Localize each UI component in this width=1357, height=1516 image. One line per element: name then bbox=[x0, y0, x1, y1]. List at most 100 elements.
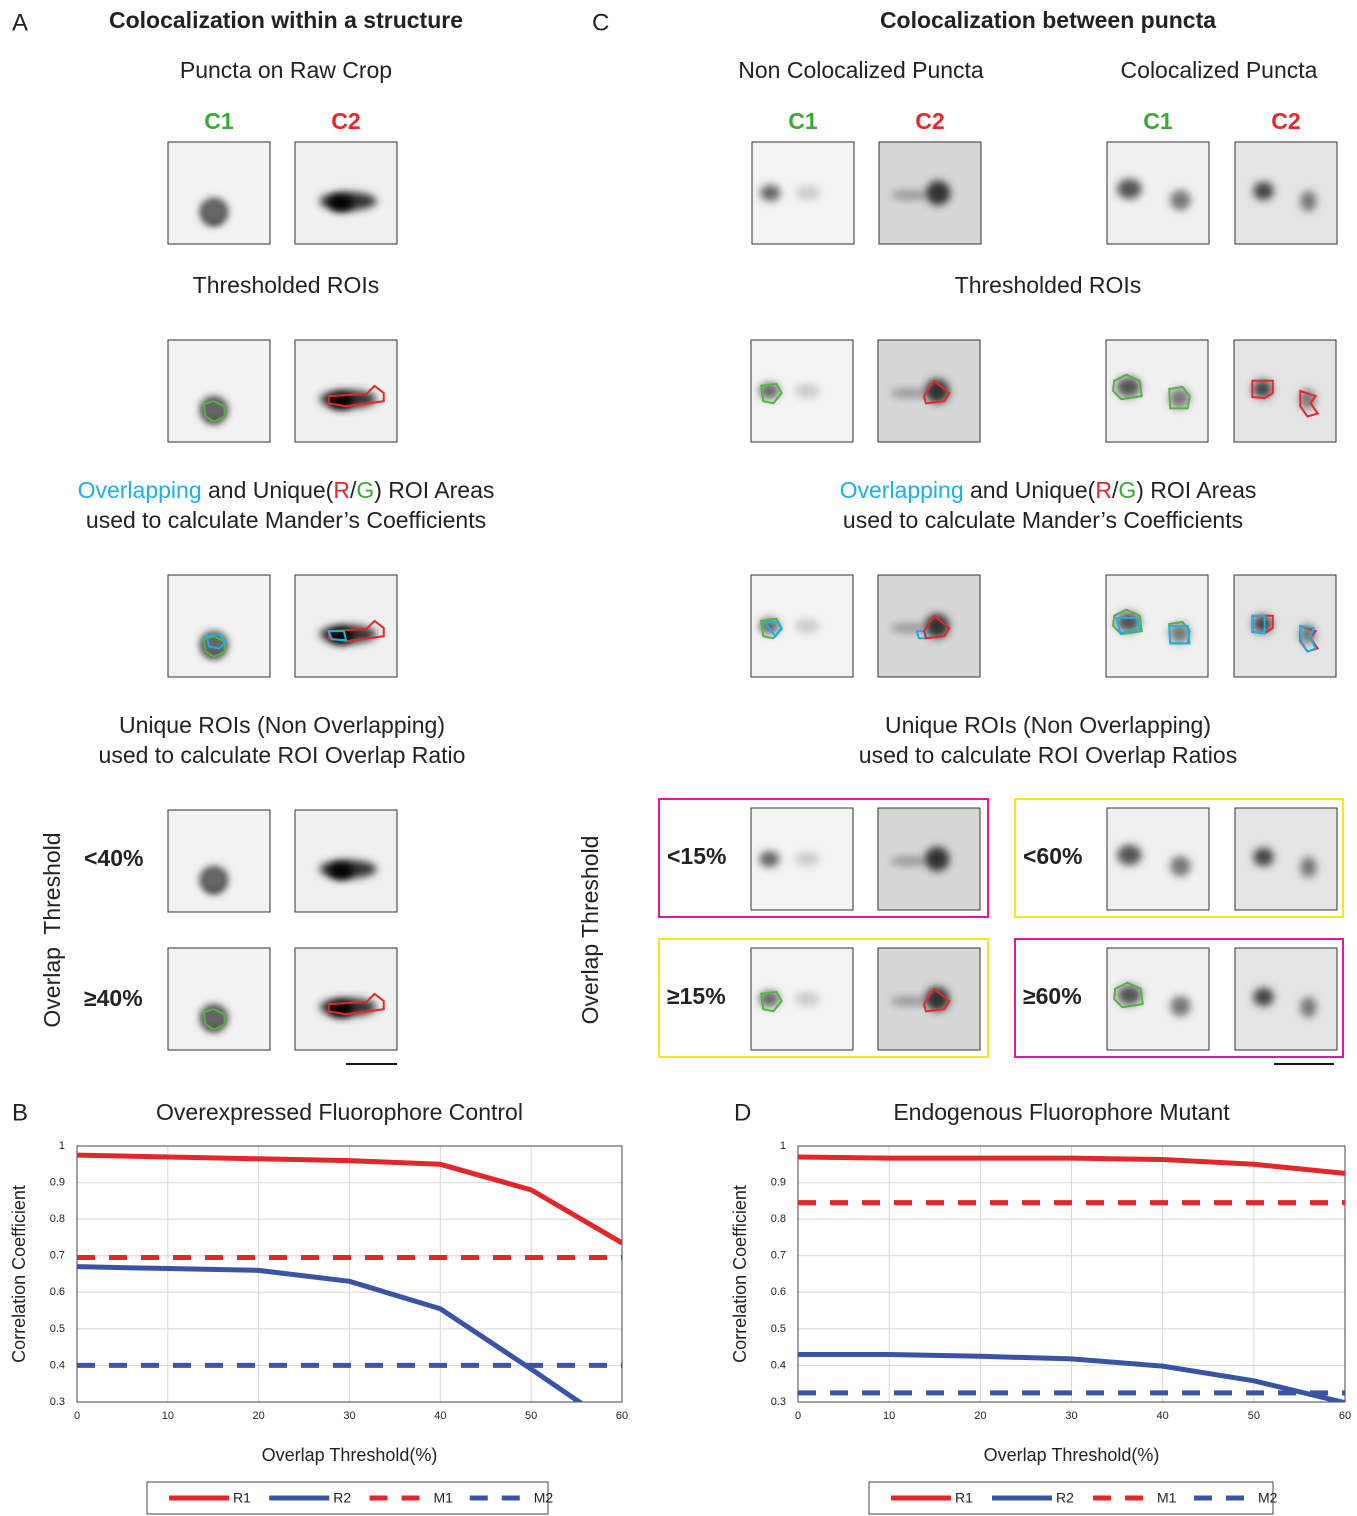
figure: A Colocalization within a structure Punc… bbox=[0, 0, 1357, 1516]
heading: Unique ROIs (Non Overlapping) bbox=[885, 712, 1211, 738]
image-tile bbox=[1106, 340, 1208, 442]
tile-content bbox=[168, 142, 270, 244]
punctum bbox=[795, 992, 819, 1006]
image-tile bbox=[295, 340, 397, 442]
y-axis-label: Correlation Coefficient bbox=[730, 1185, 750, 1363]
tile-bg bbox=[168, 948, 270, 1050]
image-tile bbox=[295, 810, 397, 912]
punctum bbox=[1300, 857, 1316, 877]
tile-content bbox=[295, 340, 397, 442]
x-tick-label: 50 bbox=[525, 1410, 537, 1422]
punctum bbox=[1300, 191, 1316, 211]
punctum bbox=[1117, 179, 1141, 199]
punctum bbox=[200, 198, 229, 225]
punctum bbox=[795, 852, 819, 866]
legend-label: R1 bbox=[955, 1490, 973, 1506]
y-tick-label: 0.8 bbox=[771, 1213, 786, 1225]
axis-label: Overlap Threshold bbox=[577, 836, 603, 1025]
image-tile bbox=[1107, 948, 1209, 1050]
tile-content bbox=[752, 142, 854, 244]
x-tick-label: 20 bbox=[253, 1410, 265, 1422]
punctum bbox=[1253, 988, 1273, 1006]
x-tick-label: 40 bbox=[434, 1410, 446, 1422]
tile-content bbox=[295, 810, 397, 912]
y-tick-label: 0.6 bbox=[50, 1286, 65, 1298]
legend-label: R2 bbox=[333, 1490, 351, 1506]
punctum bbox=[1300, 997, 1316, 1017]
tile-bg bbox=[168, 340, 270, 442]
panel-title: Colocalization between puncta bbox=[880, 7, 1216, 33]
tile-content bbox=[751, 808, 853, 910]
image-tile bbox=[1107, 808, 1209, 910]
x-tick-label: 0 bbox=[795, 1410, 801, 1422]
x-tick-label: 30 bbox=[1065, 1410, 1077, 1422]
y-tick-label: 0.9 bbox=[771, 1176, 786, 1188]
tile-content bbox=[1107, 142, 1209, 244]
panel-letter: C bbox=[592, 9, 609, 36]
channel-label: C1 bbox=[204, 108, 234, 134]
y-tick-label: 1 bbox=[780, 1140, 786, 1152]
tile-content bbox=[878, 575, 980, 677]
tile-content bbox=[751, 575, 853, 677]
image-tile bbox=[879, 142, 981, 244]
tile-bg bbox=[168, 142, 270, 244]
tile-content bbox=[168, 948, 270, 1050]
heading-part: G bbox=[1118, 477, 1136, 503]
tile-content bbox=[879, 142, 981, 244]
tile-content bbox=[751, 340, 853, 442]
tile-content bbox=[751, 948, 853, 1050]
image-tile bbox=[752, 142, 854, 244]
punctum bbox=[796, 186, 820, 200]
legend-label: R2 bbox=[1056, 1490, 1074, 1506]
y-tick-label: 0.6 bbox=[771, 1286, 786, 1298]
punctum bbox=[329, 195, 353, 211]
image-tile bbox=[1234, 575, 1336, 677]
axis-label: Overlap Threshold bbox=[39, 832, 65, 1027]
punctum bbox=[890, 996, 927, 1006]
punctum bbox=[200, 866, 229, 893]
channel-label: C1 bbox=[788, 108, 818, 134]
subheading: used to calculate Mander’s Coefficients bbox=[843, 507, 1243, 533]
image-tile bbox=[1235, 948, 1337, 1050]
x-tick-label: 30 bbox=[343, 1410, 355, 1422]
image-tile bbox=[168, 948, 270, 1050]
group-heading: Colocalized Puncta bbox=[1121, 57, 1318, 83]
heading-part: Overlapping bbox=[78, 477, 202, 503]
threshold-label: ≥40% bbox=[84, 985, 143, 1011]
y-tick-label: 0.9 bbox=[50, 1176, 65, 1188]
threshold-label: ≥60% bbox=[1023, 983, 1082, 1009]
image-tile bbox=[751, 808, 853, 910]
x-tick-label: 50 bbox=[1248, 1410, 1260, 1422]
tile-bg bbox=[168, 810, 270, 912]
heading-part: G bbox=[356, 477, 374, 503]
legend-label: M2 bbox=[1258, 1490, 1278, 1506]
legend-label: M1 bbox=[434, 1490, 454, 1506]
tile-bg bbox=[1234, 340, 1336, 442]
tile-content bbox=[168, 575, 270, 677]
tile-bg bbox=[1235, 142, 1337, 244]
panel-letter: D bbox=[734, 1099, 751, 1126]
x-tick-label: 0 bbox=[74, 1410, 80, 1422]
threshold-label: <60% bbox=[1023, 843, 1082, 869]
y-axis-label: Correlation Coefficient bbox=[9, 1185, 29, 1363]
heading-part: Overlapping bbox=[840, 477, 964, 503]
punctum bbox=[795, 619, 819, 633]
image-tile bbox=[878, 575, 980, 677]
image-tile bbox=[1235, 142, 1337, 244]
image-tile bbox=[1107, 142, 1209, 244]
heading: Overlapping and Unique(R/G) ROI Areas bbox=[840, 477, 1257, 503]
panel-title: Colocalization within a structure bbox=[109, 7, 463, 33]
x-tick-label: 60 bbox=[1339, 1410, 1351, 1422]
tile-content bbox=[1106, 575, 1208, 677]
image-tile bbox=[751, 340, 853, 442]
punctum bbox=[329, 863, 353, 879]
image-tile bbox=[295, 948, 397, 1050]
y-tick-label: 0.3 bbox=[50, 1396, 65, 1408]
image-tile bbox=[168, 575, 270, 677]
image-tile bbox=[751, 948, 853, 1050]
legend-label: R1 bbox=[233, 1490, 251, 1506]
tile-content bbox=[878, 340, 980, 442]
tile-content bbox=[1235, 808, 1337, 910]
subheading: used to calculate ROI Overlap Ratios bbox=[859, 742, 1237, 768]
image-tile bbox=[295, 575, 397, 677]
